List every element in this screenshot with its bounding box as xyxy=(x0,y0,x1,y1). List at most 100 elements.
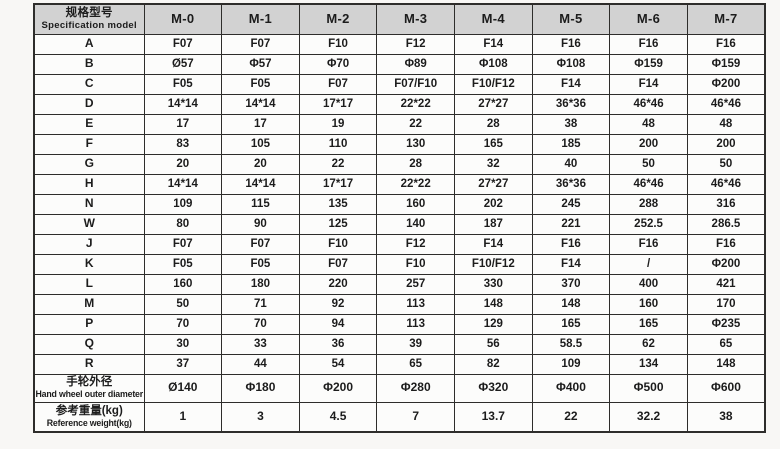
table-row: M 50 71 92 113 148 148 160 170 xyxy=(33,293,766,315)
cell: Φ159 xyxy=(609,53,688,75)
table-row: W 80 90 125 140 187 221 252.5 286.5 xyxy=(33,213,766,235)
footer-row-label: 手轮外径 Hand wheel outer diameter xyxy=(33,373,145,403)
cell: 20 xyxy=(221,153,300,175)
cell: 109 xyxy=(531,353,611,375)
cell: 44 xyxy=(221,353,300,375)
cell: 7 xyxy=(376,401,455,433)
cell: 56 xyxy=(454,333,533,355)
cell: 148 xyxy=(531,293,611,315)
row-label: P xyxy=(33,313,145,335)
cell: Φ159 xyxy=(686,53,766,75)
cell: 17*17 xyxy=(298,93,378,115)
cell: Φ280 xyxy=(376,373,455,403)
cell: 38 xyxy=(531,113,611,135)
table-row: A F07 F07 F10 F12 F14 F16 F16 F16 xyxy=(33,33,766,55)
cell: F14 xyxy=(609,73,688,95)
cell: 113 xyxy=(376,293,455,315)
cell: 48 xyxy=(686,113,766,135)
table-row: P 70 70 94 113 129 165 165 Φ235 xyxy=(33,313,766,335)
table-row: E 17 17 19 22 28 38 48 48 xyxy=(33,113,766,135)
cell: Φ200 xyxy=(686,253,766,275)
cell: Φ235 xyxy=(686,313,766,335)
cell: 40 xyxy=(531,153,611,175)
cell: F16 xyxy=(609,233,688,255)
cell: F10 xyxy=(298,33,378,55)
cell: Φ57 xyxy=(221,53,300,75)
corner-header: 规格型号 Specification model xyxy=(33,3,145,35)
cell: 38 xyxy=(686,401,766,433)
cell: Φ600 xyxy=(686,373,766,403)
cell: F07 xyxy=(221,33,300,55)
cell: 185 xyxy=(531,133,611,155)
footer-row-label: 参考重量(kg) Reference weight(kg) xyxy=(33,401,145,433)
cell: 130 xyxy=(376,133,455,155)
table-row: N 109 115 135 160 202 245 288 316 xyxy=(33,193,766,215)
cell: 252.5 xyxy=(609,213,688,235)
cell: 13.7 xyxy=(454,401,533,433)
cell: F12 xyxy=(376,33,455,55)
footer-label-zh: 手轮外径 xyxy=(66,376,113,389)
cell: 202 xyxy=(454,193,533,215)
cell: 27*27 xyxy=(454,173,533,195)
cell: 14*14 xyxy=(143,93,223,115)
cell: 70 xyxy=(221,313,300,335)
model-header: M-7 xyxy=(686,3,766,35)
corner-header-zh: 规格型号 xyxy=(65,7,113,20)
cell: 134 xyxy=(609,353,688,375)
cell: 148 xyxy=(686,353,766,375)
footer-label-zh: 参考重量(kg) xyxy=(55,405,123,418)
cell: 421 xyxy=(686,273,766,295)
cell: 94 xyxy=(298,313,378,335)
cell: 50 xyxy=(686,153,766,175)
cell: 14*14 xyxy=(221,93,300,115)
cell: 105 xyxy=(221,133,300,155)
row-label: M xyxy=(33,293,145,315)
table-row: C F05 F05 F07 F07/F10 F10/F12 F14 F14 Φ200 xyxy=(33,73,766,95)
row-label: D xyxy=(33,93,145,115)
cell: F10/F12 xyxy=(454,253,533,275)
cell: Φ400 xyxy=(531,373,611,403)
cell: 33 xyxy=(221,333,300,355)
header-row: 规格型号 Specification model M-0 M-1 M-2 M-3 M-4… xyxy=(33,3,766,35)
corner-header-en: Specification model xyxy=(41,19,137,31)
cell: 92 xyxy=(298,293,378,315)
cell: Φ200 xyxy=(298,373,378,403)
row-label: Q xyxy=(33,333,145,355)
cell: 80 xyxy=(143,213,223,235)
cell: 370 xyxy=(531,273,611,295)
row-label: H xyxy=(33,173,145,195)
cell: F14 xyxy=(531,73,611,95)
row-label: E xyxy=(33,113,145,135)
cell: 46*46 xyxy=(686,173,766,195)
footer-label-en: Hand wheel outer diameter xyxy=(35,388,144,399)
cell: Φ320 xyxy=(454,373,533,403)
table-row: H 14*14 14*14 17*17 22*22 27*27 36*36 46*46 46*4… xyxy=(33,173,766,195)
cell: 160 xyxy=(609,293,688,315)
model-header: M-4 xyxy=(454,3,533,35)
cell: F16 xyxy=(531,233,611,255)
model-header: M-5 xyxy=(531,3,611,35)
cell: 20 xyxy=(143,153,223,175)
cell: 32 xyxy=(454,153,533,175)
cell: 17 xyxy=(143,113,223,135)
cell: F07 xyxy=(221,233,300,255)
table-row: R 37 44 54 65 82 109 134 148 xyxy=(33,353,766,375)
cell: Φ108 xyxy=(454,53,533,75)
cell: 50 xyxy=(143,293,223,315)
row-label: J xyxy=(33,233,145,255)
cell: 90 xyxy=(221,213,300,235)
cell: 187 xyxy=(454,213,533,235)
cell: Φ89 xyxy=(376,53,455,75)
row-label: G xyxy=(33,153,145,175)
cell: 165 xyxy=(609,313,688,335)
cell: F12 xyxy=(376,233,455,255)
cell: 165 xyxy=(531,313,611,335)
table-row: F 83 105 110 130 165 185 200 200 xyxy=(33,133,766,155)
cell: 180 xyxy=(221,273,300,295)
cell: 39 xyxy=(376,333,455,355)
cell: 54 xyxy=(298,353,378,375)
table-row: B Ø57 Φ57 Φ70 Φ89 Φ108 Φ108 Φ159 Φ159 xyxy=(33,53,766,75)
row-label: W xyxy=(33,213,145,235)
cell: 109 xyxy=(143,193,223,215)
cell: 160 xyxy=(143,273,223,295)
